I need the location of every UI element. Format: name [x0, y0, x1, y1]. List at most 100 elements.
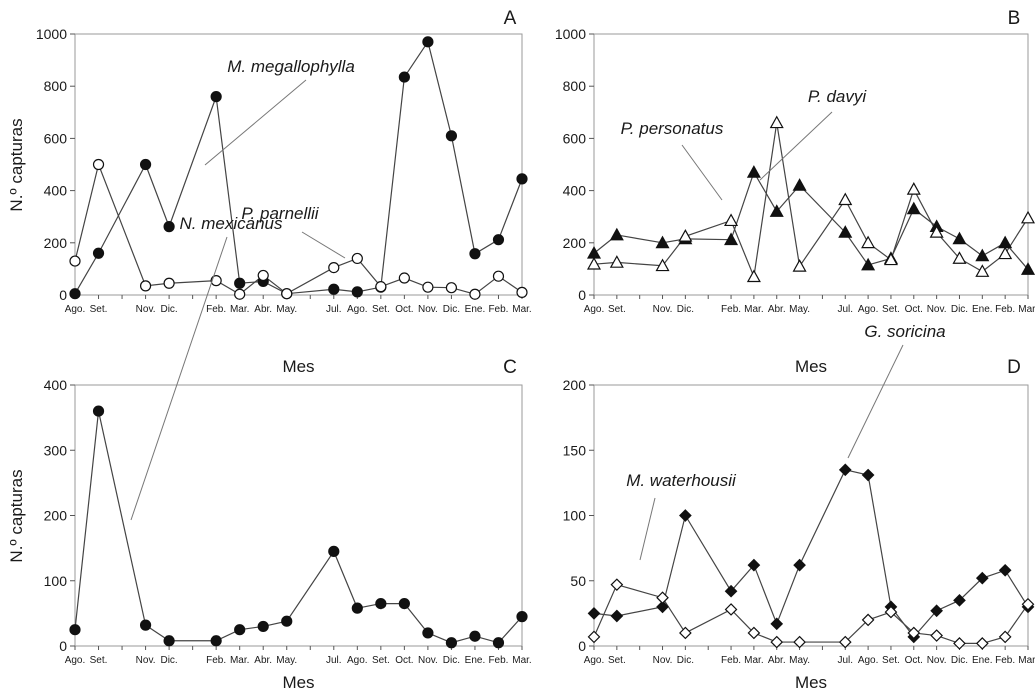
data-point-m-megallophylla	[398, 71, 410, 83]
data-point-m-waterhousii	[770, 635, 784, 649]
x-tick-label: Jul.	[326, 304, 342, 315]
x-tick-label: Ago.	[65, 655, 86, 666]
x-tick-label: Feb.	[206, 655, 226, 666]
data-point-p-davyi	[792, 259, 807, 272]
data-point-p-parnellii	[375, 281, 387, 293]
x-tick-label: Mar.	[744, 304, 763, 315]
annotation-leader-line	[130, 236, 228, 521]
x-tick-label: May.	[789, 304, 810, 315]
x-tick-label: Feb.	[721, 655, 741, 666]
data-point-m-megallophylla	[422, 36, 434, 48]
data-point-m-megallophylla	[139, 158, 152, 171]
y-tick-label: 0	[59, 287, 67, 303]
x-tick-label: Ago.	[65, 304, 86, 315]
data-point-p-davyi	[655, 258, 670, 272]
data-point-p-davyi	[906, 182, 921, 195]
x-tick-label: Jul.	[837, 655, 853, 666]
data-point-p-personatus	[838, 225, 853, 238]
x-tick-label: Feb.	[206, 304, 226, 315]
data-point-g-soricina	[861, 468, 875, 482]
x-tick-label: Set.	[372, 304, 390, 315]
data-point-n-mexicanus	[492, 637, 505, 649]
annotation-leader-line	[681, 144, 723, 201]
x-tick-label: Dic.	[160, 304, 177, 315]
x-tick-label: Feb.	[488, 655, 508, 666]
x-tick-label: Ene.	[972, 655, 993, 666]
plot-frame	[593, 33, 1029, 296]
series-line-p-personatus	[593, 170, 1029, 270]
data-point-p-parnellii	[92, 158, 105, 171]
data-point-m-waterhousii	[930, 629, 943, 642]
x-tick-label: Mar.	[230, 655, 249, 666]
data-point-p-personatus	[998, 235, 1013, 249]
data-point-m-waterhousii	[793, 635, 806, 649]
data-point-n-mexicanus	[69, 624, 81, 636]
x-tick-label: Set.	[882, 655, 900, 666]
data-point-p-davyi	[769, 115, 784, 129]
data-point-p-davyi	[975, 264, 990, 277]
x-tick-label: Abr.	[768, 304, 786, 315]
data-point-n-mexicanus	[351, 602, 363, 614]
data-point-g-soricina	[610, 609, 624, 623]
data-point-m-waterhousii	[838, 635, 852, 649]
x-tick-label: Set.	[90, 655, 108, 666]
data-point-n-mexicanus	[516, 611, 528, 623]
panel-letter: B	[1008, 8, 1021, 29]
data-point-n-mexicanus	[328, 545, 340, 557]
data-point-p-parnellii	[469, 288, 481, 300]
x-tick-label: Feb.	[488, 304, 508, 315]
y-tick-label: 150	[563, 442, 587, 458]
data-point-p-parnellii	[422, 281, 434, 293]
plot-frame	[74, 33, 523, 296]
data-point-p-davyi	[1020, 210, 1035, 224]
y-tick-label: 0	[578, 638, 586, 654]
x-tick-label: May.	[276, 655, 297, 666]
data-point-p-davyi	[929, 225, 944, 238]
data-point-n-mexicanus	[281, 615, 293, 627]
y-tick-label: 100	[563, 508, 587, 524]
data-point-p-personatus	[769, 204, 784, 217]
x-tick-label: Nov.	[927, 304, 947, 315]
x-tick-label: Ene.	[465, 304, 486, 315]
data-point-m-megallophylla	[445, 130, 458, 142]
y-tick-label: 0	[578, 287, 586, 303]
data-point-p-parnellii	[445, 282, 458, 294]
data-point-m-megallophylla	[516, 173, 528, 185]
x-tick-label: Ago.	[347, 655, 368, 666]
series-line-p-davyi	[593, 122, 1029, 279]
x-tick-label: Mar.	[1018, 304, 1035, 315]
annotation-leader-line	[639, 497, 656, 561]
data-point-g-soricina	[656, 600, 669, 614]
data-point-p-personatus	[609, 227, 624, 241]
data-point-p-davyi	[609, 255, 624, 268]
data-point-n-mexicanus	[445, 637, 458, 649]
data-point-g-soricina	[679, 509, 692, 522]
x-tick-label: Ago.	[584, 304, 605, 315]
chart-panel-a: 0 200 400 600 800 1000 Ago. Set. Nov. Dic. Feb. Mar…	[7, 8, 532, 376]
x-tick-label: Nov.	[653, 655, 673, 666]
series-annotation-label: N. mexicanus	[180, 214, 283, 233]
series-line-g-soricina	[593, 469, 1029, 638]
data-point-m-megallophylla	[92, 247, 105, 259]
panel-letter: D	[1007, 357, 1021, 378]
series-annotation-label: P. parnellii	[241, 204, 319, 223]
x-tick-label: Mar.	[1018, 655, 1035, 666]
x-tick-label: Nov.	[418, 655, 438, 666]
annotation-leader-line	[204, 79, 307, 166]
x-tick-label: May.	[276, 304, 297, 315]
annotation-leader-line	[847, 344, 904, 459]
data-point-g-soricina	[587, 607, 601, 620]
data-point-p-parnellii	[210, 275, 222, 287]
y-tick-label: 200	[44, 235, 68, 251]
x-tick-label: Dic.	[951, 304, 968, 315]
data-point-p-parnellii	[492, 270, 505, 282]
x-tick-label: Mar.	[512, 304, 531, 315]
data-point-n-mexicanus	[92, 405, 105, 417]
x-tick-label: Set.	[608, 655, 626, 666]
data-point-p-davyi	[746, 269, 761, 283]
data-point-m-megallophylla	[469, 248, 481, 260]
data-point-m-megallophylla	[210, 91, 222, 103]
series-line-m-waterhousii	[593, 583, 1029, 644]
